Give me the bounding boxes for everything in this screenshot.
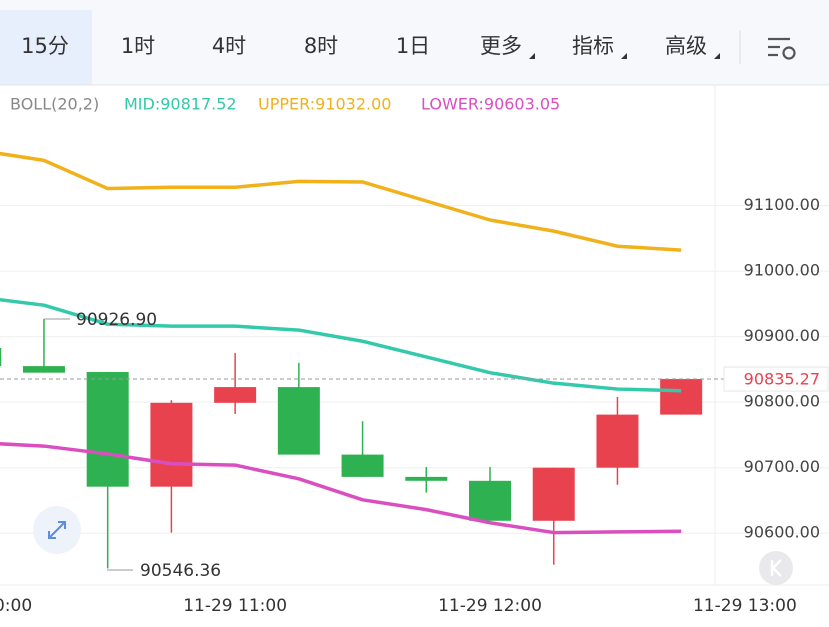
last-price-box <box>723 366 829 392</box>
high-annotation: 90926.90 <box>76 310 157 330</box>
band-line <box>0 442 682 535</box>
indicator-lower: LOWER:90603.05 <box>421 95 560 114</box>
band-line <box>0 151 682 252</box>
tab[interactable]: 8时 <box>304 34 338 58</box>
tab[interactable]: 1日 <box>396 34 430 58</box>
y-tick-label: 90900.00 <box>744 326 820 345</box>
candle-body <box>22 366 65 373</box>
candle-body <box>214 387 257 403</box>
dropdown-caret <box>621 53 627 59</box>
tab[interactable]: 1时 <box>121 34 155 58</box>
candle-body <box>660 379 703 415</box>
y-tick-label: 90800.00 <box>744 392 820 411</box>
tab[interactable]: 指标 <box>572 34 614 58</box>
x-tick-label: 11-29 12:00 <box>438 596 542 616</box>
tab-bar <box>0 0 829 85</box>
x-tick-label: 11-29 10:00 <box>0 596 32 616</box>
tab[interactable]: 更多 <box>480 34 522 58</box>
candle-body <box>405 476 448 481</box>
last-price-label: 90835.27 <box>744 370 820 389</box>
x-tick-label: 11-29 13:00 <box>693 596 797 616</box>
y-tick-label: 90700.00 <box>744 457 820 476</box>
tab[interactable]: 15分 <box>21 34 69 58</box>
indicator-name: BOLL(20,2) <box>10 95 99 114</box>
candle-body <box>469 480 512 521</box>
x-tick-label: 11-29 11:00 <box>183 596 287 616</box>
candle-body <box>277 387 320 455</box>
tab[interactable]: 高级 <box>665 34 707 58</box>
y-tick-label: 90600.00 <box>744 523 820 542</box>
candle-body <box>596 414 639 468</box>
settings-icon[interactable] <box>768 37 796 60</box>
dropdown-caret <box>529 53 535 59</box>
band-line <box>0 297 682 393</box>
candle-body <box>150 402 193 487</box>
candle-body <box>341 454 384 477</box>
tab[interactable]: 4时 <box>212 34 246 58</box>
y-tick-label: 91100.00 <box>744 195 820 214</box>
y-tick-label: 91000.00 <box>744 261 820 280</box>
low-annotation: 90546.36 <box>140 561 221 581</box>
dropdown-caret <box>714 53 720 59</box>
indicator-mid: MID:90817.52 <box>124 95 237 114</box>
indicator-upper: UPPER:91032.00 <box>258 95 391 114</box>
candle-body <box>532 467 575 521</box>
candle-body <box>86 372 129 487</box>
expand-button[interactable] <box>33 506 81 554</box>
selected-tab <box>0 10 92 85</box>
k-button[interactable] <box>759 551 793 585</box>
candle-body <box>0 348 2 367</box>
